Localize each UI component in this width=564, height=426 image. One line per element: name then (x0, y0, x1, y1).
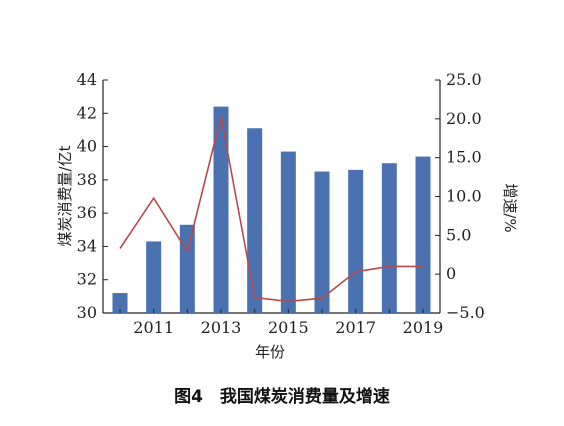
bar-2012 (179, 224, 195, 313)
right-tick-label: 0 (446, 264, 456, 283)
left-tick-label: 44 (77, 70, 97, 89)
bar-2018 (381, 163, 397, 313)
right-axis-ticks: −5.0 0 5.0 10.0 15.0 20.0 25.0 (435, 70, 485, 322)
right-tick-label: 5.0 (446, 225, 471, 244)
left-tick-label: 42 (77, 103, 97, 122)
bar-2015 (280, 151, 296, 313)
right-axis-title: 增速/% (501, 183, 519, 232)
bar-2017 (348, 169, 364, 313)
left-axis-ticks: 30 32 34 36 38 40 42 44 (77, 70, 108, 322)
left-tick-label: 34 (77, 236, 97, 255)
left-axis-title: 煤炭消费量/亿t (56, 145, 74, 246)
x-axis-title: 年份 (255, 343, 285, 361)
right-tick-label: 15.0 (446, 148, 482, 167)
x-axis-ticks: 2011 2013 2015 2017 2019 (119, 309, 444, 337)
left-tick-label: 36 (77, 203, 97, 222)
growth-line (119, 116, 423, 303)
right-tick-label: 25.0 (446, 70, 482, 89)
bar-2016 (314, 171, 330, 313)
left-tick-label: 32 (77, 270, 97, 289)
right-tick-label: 10.0 (446, 187, 482, 206)
bar-2013 (213, 106, 229, 313)
left-tick-label: 38 (77, 170, 97, 189)
bar-series (112, 106, 431, 313)
right-tick-label: 20.0 (446, 109, 482, 128)
x-tick-label: 2015 (268, 318, 309, 337)
left-tick-label: 30 (77, 303, 97, 322)
bar-2014 (247, 128, 263, 313)
bar-2011 (146, 241, 162, 313)
growth-line-series (119, 116, 424, 303)
figure-caption: 图4 我国煤炭消费量及增速 (174, 387, 390, 407)
left-tick-label: 40 (77, 137, 97, 156)
right-tick-label: −5.0 (446, 303, 485, 322)
bar-2019 (415, 156, 431, 313)
x-tick-label: 2019 (403, 318, 444, 337)
x-tick-label: 2017 (335, 318, 376, 337)
x-tick-label: 2013 (201, 318, 242, 337)
x-tick-label: 2011 (133, 318, 174, 337)
bar-2010 (112, 293, 128, 313)
